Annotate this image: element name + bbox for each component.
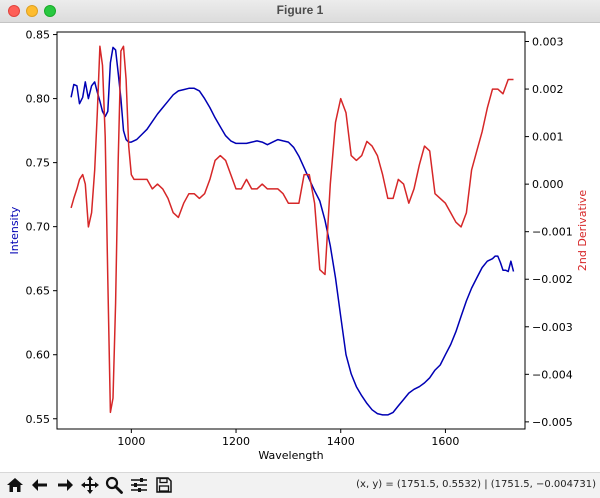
left-y-axis-label: Intensity [8, 206, 21, 254]
pan-button[interactable] [79, 475, 101, 495]
cursor-coordinates: (x, y) = (1751.5, 0.5532) | (1751.5, −0.… [356, 479, 596, 490]
home-button[interactable] [4, 475, 26, 495]
right-y-tick-label: −0.005 [532, 416, 573, 429]
configure-subplots-icon [131, 478, 147, 492]
left-y-tick-label: 0.70 [26, 221, 51, 234]
zoom-button[interactable] [103, 475, 125, 495]
forward-arrow-icon [58, 479, 73, 491]
x-tick-label: 1000 [117, 435, 145, 448]
x-tick-label: 1400 [327, 435, 355, 448]
left-y-tick-label: 0.55 [26, 413, 51, 426]
minimize-window-button[interactable] [26, 5, 38, 17]
close-window-button[interactable] [8, 5, 20, 17]
right-y-tick-label: 0.000 [532, 178, 564, 191]
second-derivative-line [70, 45, 514, 414]
right-y-tick-label: −0.003 [532, 321, 573, 334]
left-y-tick-label: 0.85 [26, 29, 51, 42]
save-icon [156, 477, 172, 493]
left-y-tick-label: 0.80 [26, 93, 51, 106]
back-button[interactable] [29, 475, 51, 495]
right-y-tick-label: 0.002 [532, 83, 564, 96]
right-y-tick-label: −0.002 [532, 273, 573, 286]
left-y-tick-label: 0.60 [26, 349, 51, 362]
configure-subplots-button[interactable] [128, 475, 150, 495]
save-button[interactable] [153, 475, 175, 495]
right-y-tick-label: −0.004 [532, 368, 573, 381]
chart-canvas: 1000 1200 1400 1600 0.55 0.60 0.65 0.70 0.75 0.80… [8, 29, 589, 462]
right-y-tick-label: 0.003 [532, 36, 564, 49]
intensity-line [70, 46, 515, 416]
zoom-icon [105, 476, 123, 494]
left-y-tick-label: 0.75 [26, 157, 51, 170]
window-titlebar: Figure 1 [0, 0, 600, 23]
back-arrow-icon [32, 479, 47, 491]
navigation-toolbar: (x, y) = (1751.5, 0.5532) | (1751.5, −0.… [0, 472, 600, 498]
window-title: Figure 1 [276, 3, 324, 17]
forward-button[interactable] [54, 475, 76, 495]
right-y-axis-label: 2nd Derivative [576, 190, 589, 271]
x-tick-label: 1600 [431, 435, 459, 448]
pan-icon [81, 476, 99, 494]
home-icon [7, 478, 23, 492]
maximize-window-button[interactable] [44, 5, 56, 17]
x-axis-label: Wavelength [258, 449, 323, 462]
x-tick-label: 1200 [222, 435, 250, 448]
left-y-tick-label: 0.65 [26, 285, 51, 298]
plot-frame [56, 31, 526, 430]
right-y-tick-label: −0.001 [532, 226, 573, 239]
right-y-tick-label: 0.001 [532, 131, 564, 144]
